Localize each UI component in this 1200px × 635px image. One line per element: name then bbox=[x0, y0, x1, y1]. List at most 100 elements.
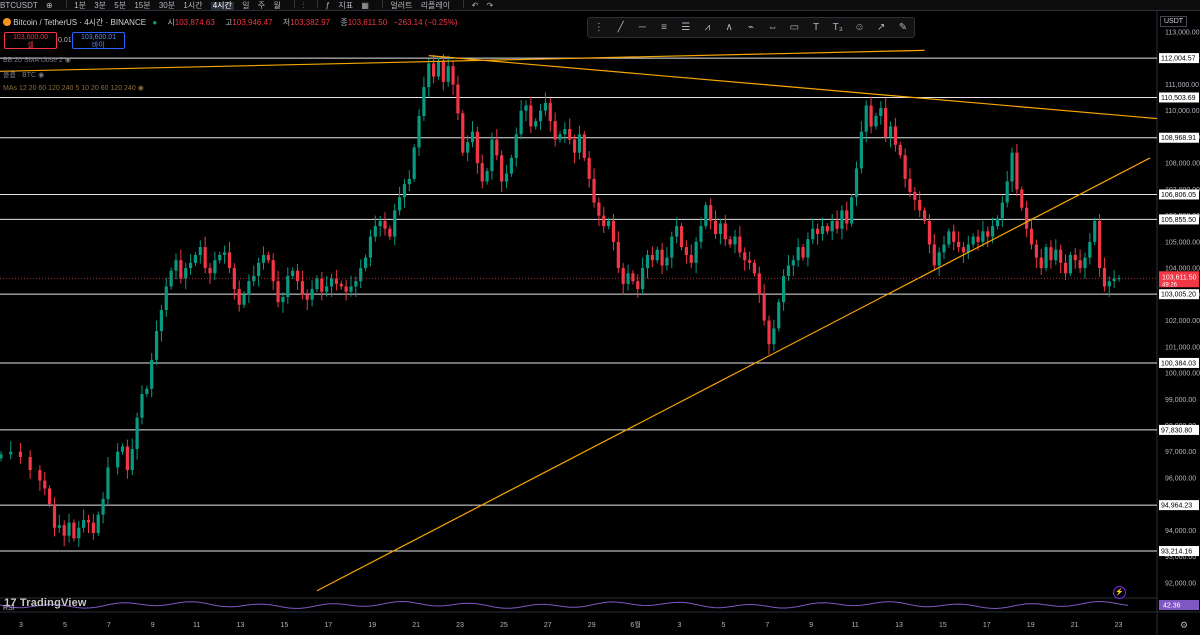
currency-selector[interactable]: USDT bbox=[1160, 16, 1188, 27]
candle-body bbox=[1015, 152, 1019, 190]
price-tick-label: 113,000.00 bbox=[1165, 29, 1200, 36]
upper-trendline[interactable] bbox=[0, 49, 925, 72]
elliott-wave-icon[interactable]: ⌁ bbox=[747, 22, 754, 33]
candle-body bbox=[572, 139, 577, 153]
candle-body bbox=[77, 527, 81, 539]
time-tick-label: 13 bbox=[237, 622, 245, 629]
rectangle-icon[interactable]: ▭ bbox=[789, 22, 800, 33]
ascending-trendline[interactable] bbox=[316, 157, 1151, 592]
indicators-button[interactable]: 지표 bbox=[338, 1, 354, 10]
candle-body bbox=[1083, 257, 1087, 269]
candle-body bbox=[1005, 181, 1009, 203]
candle-body bbox=[417, 115, 421, 148]
level-price-tag bbox=[1159, 500, 1199, 511]
parallel-channel-icon[interactable]: ≡ bbox=[661, 22, 667, 33]
candle-body bbox=[135, 417, 139, 450]
candle-body bbox=[237, 289, 241, 305]
lightning-icon[interactable]: ⚡ bbox=[1113, 586, 1126, 599]
eye-icon[interactable]: ◉ bbox=[137, 85, 144, 92]
price-label-icon[interactable]: T₃ bbox=[832, 22, 843, 33]
interval-3m[interactable]: 3분 bbox=[94, 1, 107, 10]
candle-body bbox=[922, 210, 927, 221]
candle-body bbox=[986, 231, 990, 237]
interval-4h[interactable]: 4시간 bbox=[210, 1, 234, 10]
interval-1d[interactable]: 일 bbox=[242, 1, 250, 10]
symbol-search[interactable]: BTCUSDT bbox=[0, 1, 38, 10]
descending-trendline[interactable] bbox=[428, 54, 1158, 120]
bb-indicator-text: BB 20 SMA close 2 bbox=[3, 57, 63, 64]
candle-body bbox=[164, 286, 168, 311]
volume-indicator-label[interactable]: 볼륨 · BTC ◉ bbox=[3, 70, 44, 80]
low-value: 103,382.97 bbox=[290, 18, 331, 27]
candle-body bbox=[339, 283, 343, 287]
alerts-button[interactable]: 얼러트 bbox=[390, 1, 413, 10]
candle-body bbox=[116, 451, 120, 468]
candle-body bbox=[743, 252, 747, 261]
add-symbol-icon[interactable]: ⊕ bbox=[46, 1, 53, 10]
price-tick-label: 104,000.00 bbox=[1165, 266, 1200, 273]
measure-icon[interactable]: ⇔ bbox=[767, 22, 778, 33]
candle-body bbox=[1010, 152, 1014, 182]
chart-type-icon[interactable]: ⫶ bbox=[302, 1, 305, 10]
trendline-icon[interactable]: ╱ bbox=[617, 22, 624, 33]
candle-body bbox=[786, 265, 791, 276]
path-icon[interactable]: ↗ bbox=[877, 22, 886, 33]
candle-body bbox=[519, 110, 523, 135]
candle-body bbox=[757, 273, 761, 295]
candle-body bbox=[101, 498, 105, 515]
ma-indicator-label[interactable]: MAs 12 20 60 120 240 5 10 20 60 120 240 … bbox=[3, 84, 144, 92]
candle-body bbox=[480, 163, 484, 182]
change-value: −263.14 (−0.25%) bbox=[393, 18, 458, 27]
level-price-tag bbox=[1159, 546, 1199, 557]
candle-body bbox=[354, 281, 358, 287]
candle-body bbox=[242, 294, 246, 305]
time-tick-label: 19 bbox=[1027, 622, 1035, 629]
settings-gear-icon[interactable]: ⚙ bbox=[1180, 621, 1188, 631]
price-tick-label: 93,000.00 bbox=[1165, 554, 1196, 561]
time-tick-label: 23 bbox=[456, 622, 464, 629]
eye-icon[interactable]: ◉ bbox=[38, 72, 45, 79]
sell-button[interactable]: 103,600.00 셀 bbox=[4, 32, 57, 49]
pitchfork-icon[interactable]: ⩘ bbox=[704, 22, 711, 33]
interval-30m[interactable]: 30분 bbox=[158, 1, 176, 10]
candle-body bbox=[631, 273, 635, 282]
candle-body bbox=[91, 522, 95, 534]
candle-body bbox=[1097, 220, 1102, 269]
candle-body bbox=[1063, 262, 1068, 274]
price-tick-label: 96,000.00 bbox=[1165, 475, 1196, 482]
undo-icon[interactable]: ↶ bbox=[471, 1, 479, 10]
eye-icon[interactable]: ◉ bbox=[64, 57, 71, 64]
time-tick-label: 25 bbox=[500, 622, 508, 629]
text-icon[interactable]: T bbox=[812, 22, 820, 33]
low-label: 저 bbox=[282, 18, 291, 27]
interval-15m[interactable]: 15분 bbox=[134, 1, 151, 10]
redo-icon[interactable]: ↷ bbox=[486, 1, 494, 10]
drag-handle-icon[interactable]: ⋮ bbox=[593, 22, 604, 33]
interval-5m[interactable]: 5분 bbox=[114, 1, 127, 10]
interval-1h[interactable]: 1시간 bbox=[183, 1, 203, 10]
replay-button[interactable]: 리플레이 bbox=[420, 1, 451, 10]
brush-icon[interactable]: ✎ bbox=[898, 22, 908, 33]
candle-body bbox=[947, 231, 951, 245]
indicators-icon[interactable]: ƒ bbox=[325, 1, 331, 10]
price-chart[interactable]: 113,000.00112,000.00111,000.00110,000.00… bbox=[0, 11, 1200, 635]
horizontal-line-icon[interactable]: ─ bbox=[638, 22, 646, 33]
interval-1w[interactable]: 주 bbox=[257, 1, 266, 10]
price-tick-label: 94,000.00 bbox=[1165, 528, 1196, 535]
interval-1m[interactable]: 1분 bbox=[74, 1, 86, 10]
buy-button[interactable]: 103,600.01 바이 bbox=[72, 32, 125, 49]
bb-indicator-label[interactable]: BB 20 SMA close 2 ◉ bbox=[3, 56, 71, 64]
candle-body bbox=[626, 273, 630, 284]
candle-body bbox=[86, 519, 91, 523]
candle-body bbox=[709, 205, 713, 221]
candle-body bbox=[174, 260, 178, 271]
interval-1mo[interactable]: 월 bbox=[273, 1, 281, 10]
symbol-title[interactable]: Bitcoin / TetherUS · 4시간 · BINANCE bbox=[13, 18, 147, 27]
xabcd-pattern-icon[interactable]: ∧ bbox=[725, 22, 733, 33]
fib-retracement-icon[interactable]: ☰ bbox=[681, 22, 691, 33]
candle-body bbox=[553, 121, 557, 140]
emoji-icon[interactable]: ☺ bbox=[854, 22, 865, 33]
layout-icon[interactable]: ▦ bbox=[361, 1, 369, 10]
status-dot-icon: ● bbox=[152, 18, 158, 27]
candle-body bbox=[689, 254, 693, 263]
